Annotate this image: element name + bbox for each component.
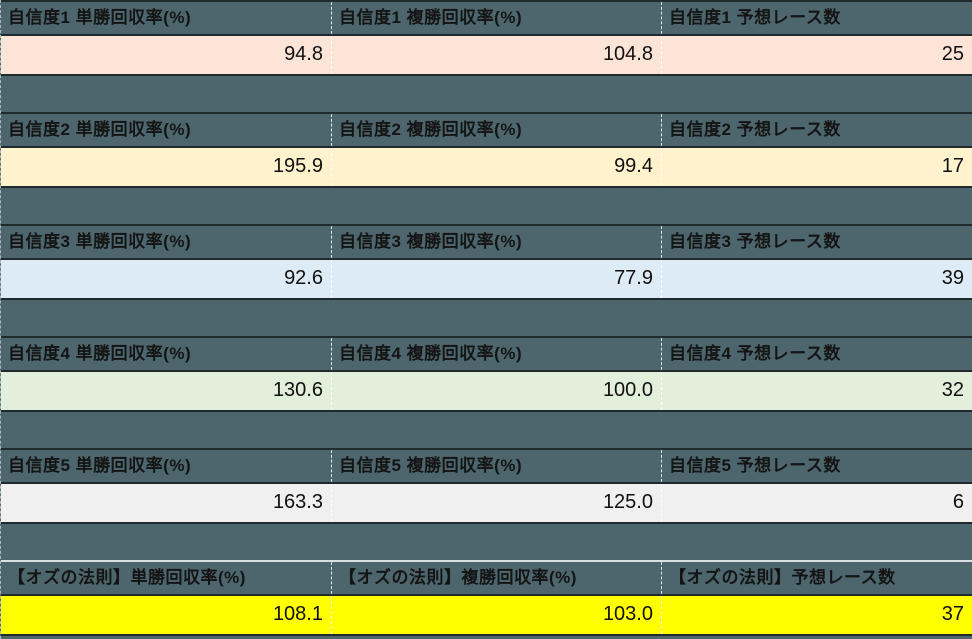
confidence-2-place-return-rate-value-cell[interactable]: 99.4 (332, 148, 662, 186)
confidence-2-place-return-rate-value: 99.4 (614, 155, 653, 177)
value-row: 108.1 103.0 37 (1, 594, 972, 636)
oz-rule-place-return-rate-value-cell[interactable]: 103.0 (332, 596, 662, 634)
confidence-5-place-return-rate-header: 自信度5 複勝回収率(%) (339, 456, 523, 475)
confidence-1-place-return-rate-value-cell[interactable]: 104.8 (332, 36, 662, 74)
confidence-4-win-return-rate-value: 130.6 (272, 379, 323, 401)
confidence-3-predicted-race-count-header: 自信度3 予想レース数 (669, 232, 841, 251)
value-row: 130.6 100.0 32 (1, 370, 972, 412)
confidence-3-win-return-rate-value: 92.6 (284, 267, 323, 289)
confidence-5-place-return-rate-header-cell[interactable]: 自信度5 複勝回収率(%) (332, 450, 662, 482)
row-spacer (1, 524, 972, 560)
confidence-1-win-return-rate-header-cell[interactable]: 自信度1 単勝回収率(%) (1, 2, 332, 34)
confidence-1-place-return-rate-header: 自信度1 複勝回収率(%) (339, 8, 523, 27)
confidence-1-section: 自信度1 単勝回収率(%) 自信度1 複勝回収率(%) 自信度1 予想レース数 … (1, 0, 972, 112)
confidence-4-place-return-rate-value-cell[interactable]: 100.0 (332, 372, 662, 410)
confidence-2-place-return-rate-header-cell[interactable]: 自信度2 複勝回収率(%) (332, 114, 662, 146)
oz-rule-win-return-rate-value: 108.1 (272, 603, 323, 625)
confidence-4-predicted-race-count-header: 自信度4 予想レース数 (669, 344, 841, 363)
confidence-2-win-return-rate-value: 195.9 (272, 155, 323, 177)
oz-rule-predicted-race-count-header: 【オズの法則】予想レース数 (669, 568, 896, 587)
confidence-5-win-return-rate-value: 163.3 (272, 491, 323, 513)
confidence-4-predicted-race-count-value: 32 (941, 379, 964, 401)
header-row: 自信度5 単勝回収率(%) 自信度5 複勝回収率(%) 自信度5 予想レース数 (1, 448, 972, 482)
confidence-3-win-return-rate-value-cell[interactable]: 92.6 (1, 260, 332, 298)
confidence-2-win-return-rate-header: 自信度2 単勝回収率(%) (8, 120, 192, 139)
oz-rule-predicted-race-count-value-cell[interactable]: 37 (662, 596, 972, 634)
confidence-5-predicted-race-count-value: 6 (952, 491, 964, 513)
header-row: 【オズの法則】単勝回収率(%) 【オズの法則】複勝回収率(%) 【オズの法則】予… (1, 560, 972, 594)
oz-rule-section: 【オズの法則】単勝回収率(%) 【オズの法則】複勝回収率(%) 【オズの法則】予… (1, 560, 972, 639)
value-row: 195.9 99.4 17 (1, 146, 972, 188)
oz-rule-win-return-rate-value-cell[interactable]: 108.1 (1, 596, 332, 634)
confidence-3-predicted-race-count-header-cell[interactable]: 自信度3 予想レース数 (662, 226, 972, 258)
confidence-1-win-return-rate-value: 94.8 (284, 43, 323, 65)
confidence-5-win-return-rate-value-cell[interactable]: 163.3 (1, 484, 332, 522)
confidence-5-predicted-race-count-value-cell[interactable]: 6 (662, 484, 972, 522)
confidence-1-place-return-rate-header-cell[interactable]: 自信度1 複勝回収率(%) (332, 2, 662, 34)
confidence-4-predicted-race-count-header-cell[interactable]: 自信度4 予想レース数 (662, 338, 972, 370)
header-row: 自信度1 単勝回収率(%) 自信度1 複勝回収率(%) 自信度1 予想レース数 (1, 0, 972, 34)
value-row: 92.6 77.9 39 (1, 258, 972, 300)
confidence-4-win-return-rate-value-cell[interactable]: 130.6 (1, 372, 332, 410)
confidence-3-win-return-rate-header: 自信度3 単勝回収率(%) (8, 232, 192, 251)
header-row: 自信度4 単勝回収率(%) 自信度4 複勝回収率(%) 自信度4 予想レース数 (1, 336, 972, 370)
confidence-3-predicted-race-count-value: 39 (941, 267, 964, 289)
value-row: 163.3 125.0 6 (1, 482, 972, 524)
confidence-3-place-return-rate-header-cell[interactable]: 自信度3 複勝回収率(%) (332, 226, 662, 258)
confidence-3-place-return-rate-value-cell[interactable]: 77.9 (332, 260, 662, 298)
confidence-4-place-return-rate-header-cell[interactable]: 自信度4 複勝回収率(%) (332, 338, 662, 370)
confidence-2-predicted-race-count-header: 自信度2 予想レース数 (669, 120, 841, 139)
confidence-4-predicted-race-count-value-cell[interactable]: 32 (662, 372, 972, 410)
confidence-4-place-return-rate-value: 100.0 (602, 379, 653, 401)
confidence-1-win-return-rate-header: 自信度1 単勝回収率(%) (8, 8, 192, 27)
oz-rule-predicted-race-count-value: 37 (941, 603, 964, 625)
confidence-1-win-return-rate-value-cell[interactable]: 94.8 (1, 36, 332, 74)
oz-rule-win-return-rate-header-cell[interactable]: 【オズの法則】単勝回収率(%) (1, 562, 332, 594)
confidence-1-predicted-race-count-header: 自信度1 予想レース数 (669, 8, 841, 27)
confidence-3-predicted-race-count-value-cell[interactable]: 39 (662, 260, 972, 298)
confidence-5-place-return-rate-value-cell[interactable]: 125.0 (332, 484, 662, 522)
confidence-4-win-return-rate-header: 自信度4 単勝回収率(%) (8, 344, 192, 363)
oz-rule-place-return-rate-value: 103.0 (602, 603, 653, 625)
confidence-2-predicted-race-count-value-cell[interactable]: 17 (662, 148, 972, 186)
confidence-2-predicted-race-count-value: 17 (941, 155, 964, 177)
confidence-1-predicted-race-count-header-cell[interactable]: 自信度1 予想レース数 (662, 2, 972, 34)
confidence-2-win-return-rate-value-cell[interactable]: 195.9 (1, 148, 332, 186)
confidence-5-win-return-rate-header-cell[interactable]: 自信度5 単勝回収率(%) (1, 450, 332, 482)
confidence-1-predicted-race-count-value: 25 (941, 43, 964, 65)
confidence-4-place-return-rate-header: 自信度4 複勝回収率(%) (339, 344, 523, 363)
confidence-3-win-return-rate-header-cell[interactable]: 自信度3 単勝回収率(%) (1, 226, 332, 258)
confidence-5-predicted-race-count-header-cell[interactable]: 自信度5 予想レース数 (662, 450, 972, 482)
row-spacer (1, 188, 972, 224)
header-row: 自信度2 単勝回収率(%) 自信度2 複勝回収率(%) 自信度2 予想レース数 (1, 112, 972, 146)
oz-rule-predicted-race-count-header-cell[interactable]: 【オズの法則】予想レース数 (662, 562, 972, 594)
confidence-1-place-return-rate-value: 104.8 (602, 43, 653, 65)
confidence-5-section: 自信度5 単勝回収率(%) 自信度5 複勝回収率(%) 自信度5 予想レース数 … (1, 448, 972, 560)
row-spacer (1, 76, 972, 112)
confidence-4-win-return-rate-header-cell[interactable]: 自信度4 単勝回収率(%) (1, 338, 332, 370)
confidence-5-place-return-rate-value: 125.0 (602, 491, 653, 513)
confidence-2-section: 自信度2 単勝回収率(%) 自信度2 複勝回収率(%) 自信度2 予想レース数 … (1, 112, 972, 224)
confidence-2-predicted-race-count-header-cell[interactable]: 自信度2 予想レース数 (662, 114, 972, 146)
value-row: 94.8 104.8 25 (1, 34, 972, 76)
confidence-3-place-return-rate-header: 自信度3 複勝回収率(%) (339, 232, 523, 251)
confidence-4-section: 自信度4 単勝回収率(%) 自信度4 複勝回収率(%) 自信度4 予想レース数 … (1, 336, 972, 448)
confidence-5-win-return-rate-header: 自信度5 単勝回収率(%) (8, 456, 192, 475)
confidence-2-place-return-rate-header: 自信度2 複勝回収率(%) (339, 120, 523, 139)
confidence-5-predicted-race-count-header: 自信度5 予想レース数 (669, 456, 841, 475)
confidence-3-place-return-rate-value: 77.9 (614, 267, 653, 289)
confidence-2-win-return-rate-header-cell[interactable]: 自信度2 単勝回収率(%) (1, 114, 332, 146)
oz-rule-win-return-rate-header: 【オズの法則】単勝回収率(%) (8, 568, 246, 587)
confidence-3-section: 自信度3 単勝回収率(%) 自信度3 複勝回収率(%) 自信度3 予想レース数 … (1, 224, 972, 336)
oz-rule-place-return-rate-header: 【オズの法則】複勝回収率(%) (339, 568, 577, 587)
oz-rule-place-return-rate-header-cell[interactable]: 【オズの法則】複勝回収率(%) (332, 562, 662, 594)
row-spacer (1, 412, 972, 448)
confidence-1-predicted-race-count-value-cell[interactable]: 25 (662, 36, 972, 74)
row-spacer (1, 300, 972, 336)
header-row: 自信度3 単勝回収率(%) 自信度3 複勝回収率(%) 自信度3 予想レース数 (1, 224, 972, 258)
